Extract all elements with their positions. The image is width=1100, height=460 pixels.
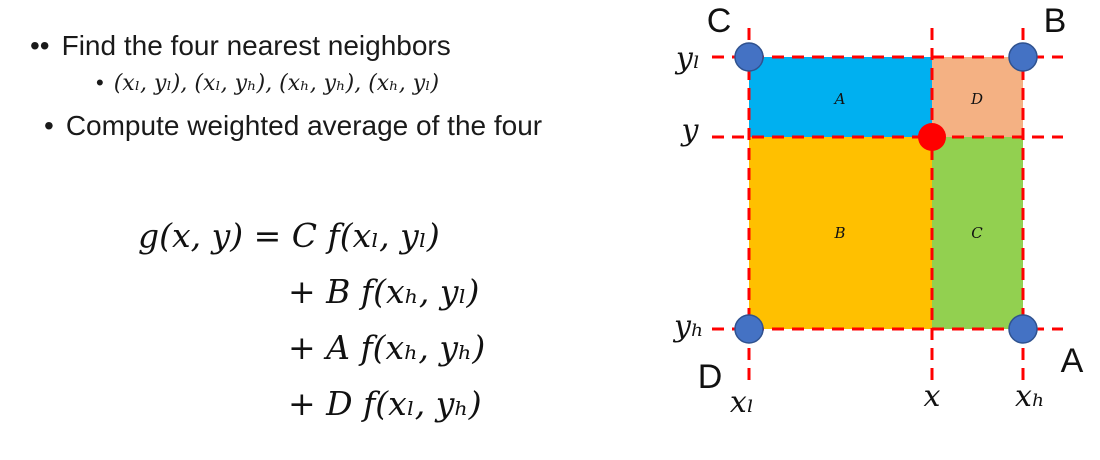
equation-line-3: + A f(xₕ, yₕ)	[288, 328, 486, 367]
region-bottom-right	[932, 137, 1023, 329]
bullet-list: •• Find the four nearest neighbors • (xₗ…	[30, 26, 650, 147]
bullet-marker: •	[44, 110, 54, 141]
corner-point-top-right	[1008, 42, 1038, 72]
equation-line-1: g(x, y) = C f(xₗ, yₗ)	[138, 216, 440, 255]
y-label-bottom: yₕ	[672, 309, 704, 344]
corner-point-top-left	[734, 42, 764, 72]
x-label-middle: x	[924, 379, 941, 414]
y-label-middle: y	[680, 113, 700, 148]
corner-label-top-right: B	[1044, 2, 1067, 40]
bullet-item-find-neighbors: •• Find the four nearest neighbors	[30, 26, 650, 66]
y-label-top: yₗ	[674, 41, 700, 76]
equation-line-2: + B f(xₕ, yₗ)	[288, 272, 480, 311]
x-label-right: xₕ	[1015, 379, 1045, 414]
region-label-top-left: A	[833, 90, 846, 108]
corner-label-bottom-right: A	[1061, 342, 1084, 380]
corner-label-bottom-left: D	[698, 358, 723, 396]
bullet-marker: •	[96, 70, 104, 95]
x-label-left: xₗ	[730, 385, 754, 420]
query-point	[918, 123, 946, 151]
interpolation-equation: g(x, y) = C f(xₗ, yₗ) + B f(xₕ, yₗ) + A …	[138, 208, 485, 432]
neighbor-coordinates: (xₗ, yₗ), (xₗ, yₕ), (xₕ, yₕ), (xₕ, yₗ)	[113, 71, 440, 96]
region-label-bottom-right: C	[971, 224, 983, 242]
corner-label-top-left: C	[707, 2, 732, 40]
region-bottom-left	[749, 137, 932, 329]
bullet-item-weighted-average: • Compute weighted average of the four	[30, 105, 650, 147]
region-top-right	[932, 57, 1023, 137]
bullet-item-neighbor-coords: • (xₗ, yₗ), (xₗ, yₕ), (xₕ, yₕ), (xₕ, yₗ)	[30, 66, 650, 101]
bullet-text: Find the four nearest neighbors	[61, 30, 451, 61]
bullet-marker: ••	[30, 30, 50, 61]
corner-point-bottom-left	[734, 314, 764, 344]
region-label-bottom-left: B	[833, 224, 845, 242]
corner-point-bottom-right	[1008, 314, 1038, 344]
region-label-top-right: D	[970, 90, 983, 108]
equation-line-4: + D f(xₗ, yₕ)	[288, 384, 482, 423]
region-top-left	[749, 57, 932, 137]
bullet-text: Compute weighted average of the four	[65, 110, 543, 141]
